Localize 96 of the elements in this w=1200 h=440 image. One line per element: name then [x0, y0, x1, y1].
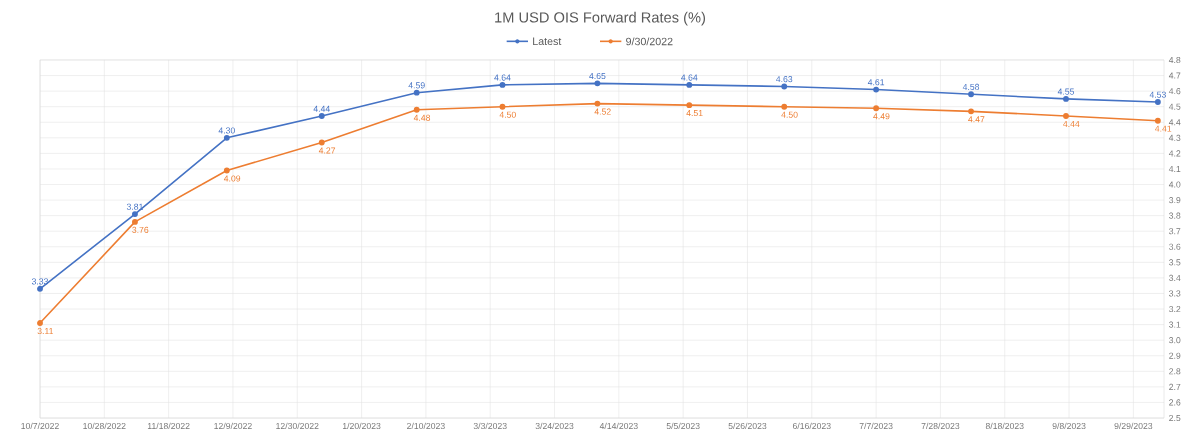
data-label: 4.61: [867, 79, 885, 86]
y-tick-label: 2.8: [1169, 368, 1181, 375]
point: [413, 89, 420, 96]
point: [686, 102, 693, 109]
point: [132, 211, 138, 218]
x-tick-label: 6/16/2023: [792, 422, 831, 430]
y-tick-label: 3.8: [1169, 212, 1181, 219]
y-tick-label: 3.1: [1169, 321, 1181, 328]
point: [1154, 117, 1161, 124]
point: [594, 100, 601, 107]
x-tick-label: 3/3/2023: [473, 422, 507, 430]
point: [968, 108, 974, 115]
y-tick-label: 3.3: [1169, 290, 1181, 297]
y-tick-label: 3.7: [1169, 228, 1181, 235]
data-label: 4.41: [1154, 125, 1172, 132]
x-tick-label: 4/14/2023: [599, 422, 638, 430]
data-label: 4.63: [776, 76, 793, 83]
y-tick-label: 2.7: [1169, 383, 1181, 390]
point: [1154, 99, 1161, 105]
y-tick-label: 3.5: [1169, 259, 1181, 266]
y-tick-label: 4.8: [1168, 56, 1181, 64]
point: [37, 320, 43, 326]
point: [873, 86, 880, 93]
data-label: 4.47: [968, 116, 985, 123]
x-tick-label: 9/8/2023: [1052, 422, 1086, 430]
legend-label: 9/30/2022: [626, 37, 673, 46]
y-tick-label: 3.4: [1169, 274, 1181, 281]
y-tick-label: 2.5: [1169, 414, 1181, 422]
data-label: 4.64: [681, 74, 698, 81]
y-tick-label: 4.7: [1168, 72, 1181, 79]
x-tick-label: 12/30/2022: [276, 422, 319, 430]
x-tick-label: 7/28/2023: [921, 422, 960, 430]
x-tick-label: 2/10/2023: [407, 422, 445, 430]
data-label: 4.64: [494, 74, 511, 81]
y-tick-label: 4.0: [1168, 181, 1181, 188]
y-tick-label: 4.3: [1168, 134, 1181, 141]
data-label: 4.44: [313, 105, 330, 112]
y-tick-label: 2.9: [1169, 352, 1181, 359]
data-label: 3.33: [31, 278, 49, 285]
x-tick-label: 7/7/2023: [859, 422, 893, 430]
point: [223, 134, 230, 141]
point: [318, 113, 325, 119]
y-tick-label: 2.6: [1169, 399, 1181, 406]
data-label: 4.48: [413, 114, 431, 121]
point: [781, 83, 788, 90]
data-label: 4.55: [1057, 88, 1075, 95]
x-tick-label: 3/24/2023: [535, 422, 574, 430]
data-label: 4.50: [781, 111, 798, 118]
point: [594, 80, 601, 87]
point: [499, 103, 506, 110]
x-tick-label: 8/18/2023: [985, 422, 1024, 430]
point: [781, 103, 788, 110]
x-tick-label: 12/9/2022: [214, 422, 252, 430]
data-label: 3.11: [37, 327, 54, 335]
y-tick-label: 3.0: [1169, 337, 1181, 344]
point: [37, 285, 43, 292]
data-label: 4.58: [962, 83, 980, 90]
data-label: 4.30: [218, 127, 235, 134]
data-label: 4.65: [589, 72, 606, 80]
point: [873, 105, 880, 112]
y-tick-label: 4.5: [1168, 103, 1181, 110]
y-tick-label: 4.4: [1168, 119, 1181, 126]
x-tick-label: 5/5/2023: [666, 422, 700, 430]
y-tick-label: 3.9: [1169, 197, 1181, 204]
data-label: 4.09: [223, 175, 241, 182]
point: [499, 81, 506, 88]
data-label: 4.51: [686, 110, 703, 117]
data-label: 3.76: [132, 226, 149, 233]
point: [1063, 113, 1069, 119]
data-label: 4.44: [1063, 120, 1080, 127]
data-label: 4.50: [499, 111, 516, 118]
point: [413, 106, 420, 113]
x-tick-label: 5/26/2023: [728, 422, 767, 430]
x-tick-label: 10/7/2022: [21, 422, 59, 430]
x-tick-label: 1/20/2023: [342, 422, 381, 430]
data-label: 4.27: [318, 147, 336, 154]
chart-title: 1M USD OIS Forward Rates (%): [495, 11, 706, 26]
y-tick-label: 4.6: [1168, 88, 1181, 95]
point: [686, 81, 693, 88]
data-label: 4.59: [408, 82, 425, 89]
point: [968, 91, 974, 98]
data-label: 4.52: [594, 108, 611, 115]
y-tick-label: 3.2: [1169, 305, 1181, 313]
point: [223, 167, 230, 174]
x-tick-label: 10/28/2022: [83, 422, 126, 430]
point: [318, 139, 325, 146]
x-tick-label: 9/29/2023: [1114, 422, 1153, 430]
y-tick-label: 4.1: [1168, 165, 1181, 172]
point: [132, 218, 138, 225]
legend-label: Latest: [533, 37, 562, 46]
data-label: 4.53: [1149, 91, 1166, 98]
y-tick-label: 3.6: [1169, 243, 1181, 250]
data-label: 4.49: [873, 113, 890, 120]
x-tick-label: 11/18/2022: [147, 422, 190, 430]
y-tick-label: 4.2: [1168, 150, 1181, 157]
point: [1063, 95, 1069, 102]
